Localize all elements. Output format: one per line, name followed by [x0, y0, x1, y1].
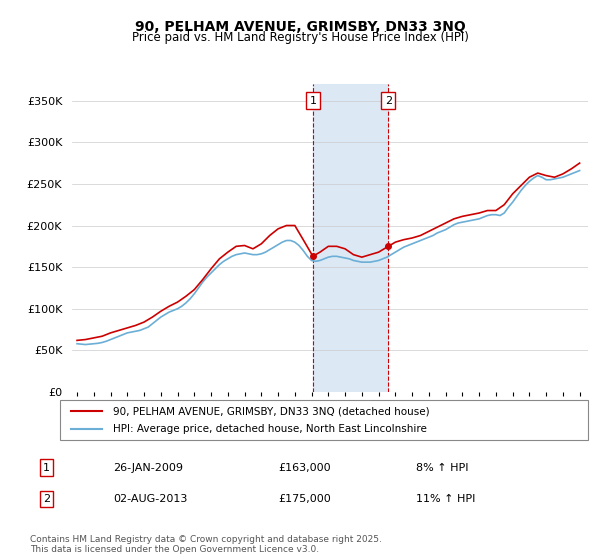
Text: 8% ↑ HPI: 8% ↑ HPI [416, 463, 469, 473]
Text: 90, PELHAM AVENUE, GRIMSBY, DN33 3NQ: 90, PELHAM AVENUE, GRIMSBY, DN33 3NQ [134, 20, 466, 34]
Text: HPI: Average price, detached house, North East Lincolnshire: HPI: Average price, detached house, Nort… [113, 423, 427, 433]
Text: 2: 2 [385, 96, 392, 106]
Text: 02-AUG-2013: 02-AUG-2013 [113, 494, 187, 504]
Text: 2: 2 [43, 494, 50, 504]
Bar [313, 84, 388, 392]
Text: Price paid vs. HM Land Registry's House Price Index (HPI): Price paid vs. HM Land Registry's House … [131, 31, 469, 44]
Text: £175,000: £175,000 [278, 494, 331, 504]
Text: 90, PELHAM AVENUE, GRIMSBY, DN33 3NQ (detached house): 90, PELHAM AVENUE, GRIMSBY, DN33 3NQ (de… [113, 407, 430, 417]
Text: 11% ↑ HPI: 11% ↑ HPI [416, 494, 476, 504]
Text: Contains HM Land Registry data © Crown copyright and database right 2025.
This d: Contains HM Land Registry data © Crown c… [30, 535, 382, 554]
Text: 1: 1 [310, 96, 316, 106]
Text: 1: 1 [43, 463, 50, 473]
FancyBboxPatch shape [60, 400, 588, 440]
Text: 26-JAN-2009: 26-JAN-2009 [113, 463, 183, 473]
Text: £163,000: £163,000 [278, 463, 331, 473]
